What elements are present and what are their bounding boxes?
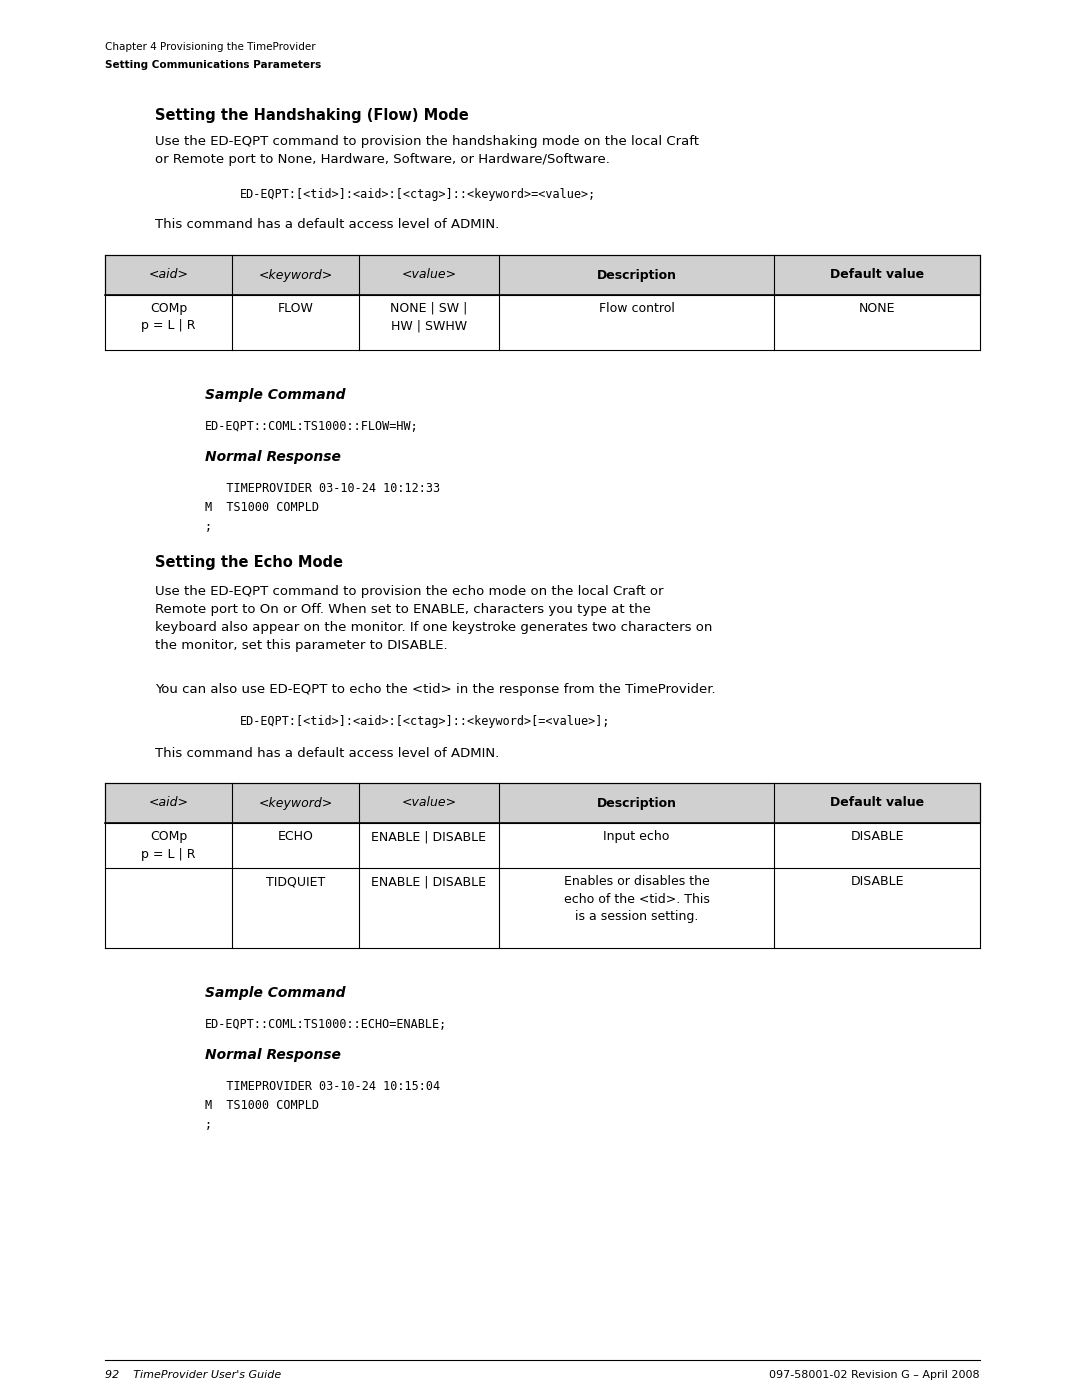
Text: COMp
p = L | R: COMp p = L | R xyxy=(141,302,195,332)
Text: <keyword>: <keyword> xyxy=(258,268,333,282)
Text: Flow control: Flow control xyxy=(598,302,675,314)
Bar xyxy=(105,256,980,295)
Text: Default value: Default value xyxy=(831,268,924,282)
Text: Default value: Default value xyxy=(831,796,924,809)
Bar xyxy=(105,823,980,868)
Text: <keyword>: <keyword> xyxy=(258,796,333,809)
Text: Setting the Handshaking (Flow) Mode: Setting the Handshaking (Flow) Mode xyxy=(156,108,469,123)
Text: Setting Communications Parameters: Setting Communications Parameters xyxy=(105,60,321,70)
Text: ED-EQPT::COML:TS1000::FLOW=HW;: ED-EQPT::COML:TS1000::FLOW=HW; xyxy=(205,420,419,433)
Text: ED-EQPT::COML:TS1000::ECHO=ENABLE;: ED-EQPT::COML:TS1000::ECHO=ENABLE; xyxy=(205,1018,447,1031)
Text: <value>: <value> xyxy=(401,796,457,809)
Text: NONE: NONE xyxy=(859,302,895,314)
Bar xyxy=(105,868,980,949)
Text: ED-EQPT:[<tid>]:<aid>:[<ctag>]::<keyword>[=<value>];: ED-EQPT:[<tid>]:<aid>:[<ctag>]::<keyword… xyxy=(240,715,610,728)
Text: <value>: <value> xyxy=(401,268,457,282)
Text: This command has a default access level of ADMIN.: This command has a default access level … xyxy=(156,747,499,760)
Text: ENABLE | DISABLE: ENABLE | DISABLE xyxy=(372,830,486,842)
Text: <aid>: <aid> xyxy=(148,796,188,809)
Text: Enables or disables the
echo of the <tid>. This
is a session setting.: Enables or disables the echo of the <tid… xyxy=(564,875,710,923)
Text: Sample Command: Sample Command xyxy=(205,388,346,402)
Text: TIDQUIET: TIDQUIET xyxy=(266,875,325,888)
Text: FLOW: FLOW xyxy=(278,302,313,314)
Text: Use the ED-EQPT command to provision the echo mode on the local Craft or
Remote : Use the ED-EQPT command to provision the… xyxy=(156,585,713,652)
Text: TIMEPROVIDER 03-10-24 10:15:04
M  TS1000 COMPLD
;: TIMEPROVIDER 03-10-24 10:15:04 M TS1000 … xyxy=(205,1080,441,1132)
Text: 097-58001-02 Revision G – April 2008: 097-58001-02 Revision G – April 2008 xyxy=(769,1370,980,1380)
Text: This command has a default access level of ADMIN.: This command has a default access level … xyxy=(156,218,499,231)
Text: ENABLE | DISABLE: ENABLE | DISABLE xyxy=(372,875,486,888)
Text: You can also use ED-EQPT to echo the <tid> in the response from the TimeProvider: You can also use ED-EQPT to echo the <ti… xyxy=(156,683,716,696)
Bar xyxy=(105,782,980,823)
Text: DISABLE: DISABLE xyxy=(850,830,904,842)
Text: Description: Description xyxy=(596,268,676,282)
Text: DISABLE: DISABLE xyxy=(850,875,904,888)
Text: Use the ED-EQPT command to provision the handshaking mode on the local Craft
or : Use the ED-EQPT command to provision the… xyxy=(156,136,699,166)
Text: TIMEPROVIDER 03-10-24 10:12:33
M  TS1000 COMPLD
;: TIMEPROVIDER 03-10-24 10:12:33 M TS1000 … xyxy=(205,482,441,534)
Text: Normal Response: Normal Response xyxy=(205,450,341,464)
Text: COMp
p = L | R: COMp p = L | R xyxy=(141,830,195,861)
Text: ECHO: ECHO xyxy=(278,830,313,842)
Text: Setting the Echo Mode: Setting the Echo Mode xyxy=(156,555,343,570)
Text: Sample Command: Sample Command xyxy=(205,986,346,1000)
Text: Description: Description xyxy=(596,796,676,809)
Text: Input echo: Input echo xyxy=(604,830,670,842)
Text: ED-EQPT:[<tid>]:<aid>:[<ctag>]::<keyword>=<value>;: ED-EQPT:[<tid>]:<aid>:[<ctag>]::<keyword… xyxy=(240,189,596,201)
Text: NONE | SW |
HW | SWHW: NONE | SW | HW | SWHW xyxy=(390,302,468,332)
Text: Normal Response: Normal Response xyxy=(205,1048,341,1062)
Text: Chapter 4 Provisioning the TimeProvider: Chapter 4 Provisioning the TimeProvider xyxy=(105,42,315,52)
Text: 92    TimeProvider User's Guide: 92 TimeProvider User's Guide xyxy=(105,1370,281,1380)
Bar xyxy=(105,295,980,351)
Text: <aid>: <aid> xyxy=(148,268,188,282)
